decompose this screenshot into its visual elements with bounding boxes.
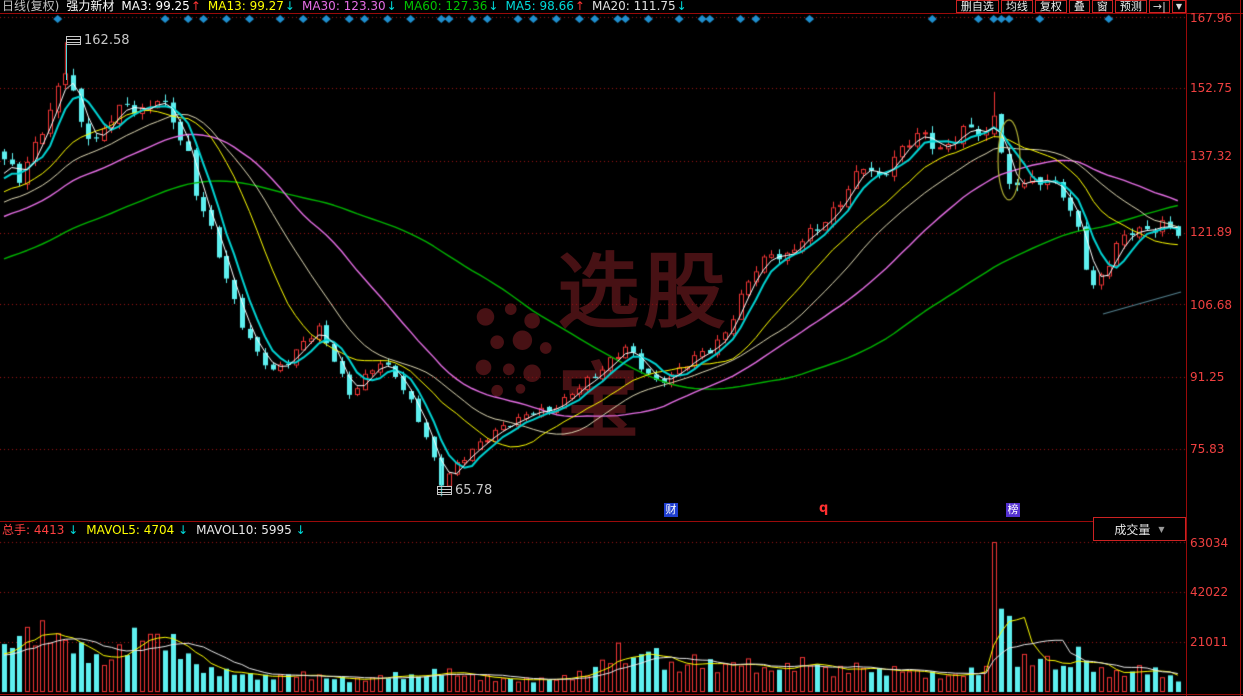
jump-to-end-icon[interactable]: →|	[1148, 0, 1170, 13]
volume-type-label: 成交量	[1114, 522, 1151, 537]
mavol5-entry: MAVOL5: 4704 ↓	[86, 523, 188, 537]
total-volume-entry: 总手: 4413 ↓	[2, 521, 78, 538]
axis-border	[1186, 0, 1187, 696]
ma-legend-entry: MA30: 123.30 ↓	[302, 0, 397, 13]
volume-type-selector[interactable]: 成交量 ▼	[1093, 517, 1186, 541]
price-axis-label: 167.96	[1190, 11, 1232, 25]
chevron-down-icon: ▼	[1158, 524, 1165, 534]
volume-chart-canvas[interactable]	[0, 522, 1186, 696]
header-divider	[0, 13, 1243, 14]
low-flag-leader	[441, 466, 442, 487]
high-flag-leader	[66, 44, 67, 80]
ma-legend-entry: MA3: 99.25 ↑	[121, 0, 200, 13]
ma5-value: MA5: 98.66	[505, 0, 574, 13]
main-chart-canvas[interactable]	[0, 14, 1186, 521]
mavol5-arrow-icon: ↓	[178, 522, 189, 537]
volume-axis-label: 42022	[1190, 585, 1229, 599]
ma-legend-entry: MA60: 127.36 ↓	[404, 0, 499, 13]
volume-header-bar: 总手: 4413 ↓ MAVOL5: 4704 ↓ MAVOL10: 5995 …	[2, 521, 306, 538]
ma20-value: MA20: 111.75	[591, 0, 676, 13]
ma5-arrow-icon: ↑	[574, 0, 585, 13]
ma-settings-button[interactable]: 均线	[1000, 0, 1033, 13]
price-axis-label: 152.75	[1190, 81, 1232, 95]
pane-divider	[0, 521, 1186, 522]
high-flag-icon	[66, 36, 81, 45]
price-axis-label: 91.25	[1190, 370, 1225, 384]
mavol5-value: MAVOL5: 4704	[86, 522, 175, 537]
ma-legend-entry: MA5: 98.66 ↑	[505, 0, 584, 13]
right-border	[1240, 0, 1241, 696]
period-label[interactable]: 日线(复权)	[2, 0, 60, 13]
mavol10-value: MAVOL10: 5995	[196, 522, 292, 537]
ma3-value: MA3: 99.25	[121, 0, 190, 13]
volume-axis-label: 21011	[1190, 635, 1229, 649]
event-marker-rank[interactable]: 榜	[1006, 503, 1020, 517]
mavol10-arrow-icon: ↓	[295, 522, 306, 537]
chevron-down-icon[interactable]: ▼	[1171, 0, 1186, 13]
stock-name[interactable]: 强力新材	[66, 0, 115, 13]
total-volume-arrow-icon: ↓	[68, 523, 79, 537]
bottom-border	[0, 694, 1243, 695]
price-axis-label: 137.32	[1190, 149, 1232, 163]
ma13-value: MA13: 99.27	[207, 0, 284, 13]
event-marker-q[interactable]: q	[819, 501, 829, 516]
price-axis-label: 75.83	[1190, 442, 1225, 456]
low-price-annotation: 65.78	[455, 483, 493, 498]
price-axis-label: 121.89	[1190, 225, 1232, 239]
ma60-arrow-icon: ↓	[488, 0, 499, 13]
ma13-arrow-icon: ↓	[284, 0, 295, 13]
header-bar: 日线(复权) 强力新材 MA3: 99.25 ↑ MA13: 99.27 ↓ M…	[2, 0, 687, 13]
price-axis-label: 106.68	[1190, 298, 1232, 312]
window-button[interactable]: 窗	[1091, 0, 1113, 13]
toolbar: 删自选 均线 复权 叠 窗 预测 →| ▼	[955, 0, 1186, 13]
ma20-arrow-icon: ↓	[676, 0, 687, 13]
ma60-value: MA60: 127.36	[403, 0, 488, 13]
forecast-button[interactable]: 预测	[1114, 0, 1147, 13]
ma30-value: MA30: 123.30	[301, 0, 386, 13]
ma-legend-entry: MA20: 111.75 ↓	[592, 0, 687, 13]
high-price-annotation: 162.58	[84, 33, 130, 48]
ma3-arrow-icon: ↑	[190, 0, 201, 13]
mavol10-entry: MAVOL10: 5995 ↓	[196, 523, 305, 537]
adjust-rights-button[interactable]: 复权	[1034, 0, 1067, 13]
ma-legend-entry: MA13: 99.27 ↓	[208, 0, 295, 13]
event-marker-finance[interactable]: 财	[664, 503, 678, 517]
overlay-button[interactable]: 叠	[1068, 0, 1090, 13]
low-flag-icon	[437, 486, 452, 495]
total-volume-value: 总手: 4413	[2, 523, 65, 537]
delete-watchlist-button[interactable]: 删自选	[955, 0, 999, 13]
volume-axis-label: 63034	[1190, 536, 1229, 550]
ma30-arrow-icon: ↓	[386, 0, 397, 13]
